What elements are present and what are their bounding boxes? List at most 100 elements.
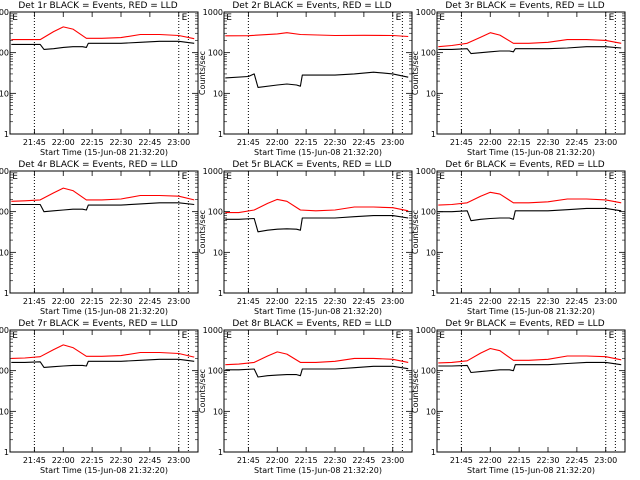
y-tick-label: 1000 (416, 8, 436, 17)
panel-title: Det 7r BLACK = Events, RED = LLD (18, 319, 177, 329)
event-marker-label: E (12, 172, 18, 182)
y-tick-label: 1 (4, 448, 9, 457)
x-tick-label: 22:45 (138, 456, 161, 465)
x-tick-label: 23:00 (381, 297, 404, 306)
x-axis-label: Start Time (15-Jun-08 21:32:20) (254, 466, 382, 475)
lld-series-line (438, 191, 622, 206)
y-tick-label: 1 (431, 130, 436, 139)
y-axis-label: Counts/sec (198, 210, 207, 254)
y-tick-label: 1000 (0, 326, 9, 335)
event-marker-label: E (609, 13, 615, 23)
y-tick-label: 10 (0, 89, 9, 98)
y-tick-label: 10 (0, 248, 9, 257)
plot-frame (436, 11, 626, 135)
event-marker-label: E (439, 172, 445, 182)
x-tick-label: 21:45 (23, 138, 46, 147)
y-tick-label: 1000 (416, 326, 436, 335)
panel-title: Det 9r BLACK = Events, RED = LLD (445, 319, 604, 329)
panel-title: Det 1r BLACK = Events, RED = LLD (18, 1, 177, 11)
event-marker-label: E (396, 331, 402, 341)
x-axis-label: Start Time (15-Jun-08 21:32:20) (40, 307, 168, 316)
x-tick-label: 22:15 (508, 297, 531, 306)
x-tick-label: 23:00 (167, 138, 190, 147)
x-tick-label: 22:00 (52, 456, 75, 465)
x-tick-label: 22:45 (565, 138, 588, 147)
lld-series-line (225, 198, 409, 214)
x-tick-label: 22:45 (352, 297, 375, 306)
x-tick-label: 22:00 (266, 138, 289, 147)
plot-frame (9, 329, 199, 453)
x-tick-label: 22:30 (536, 297, 559, 306)
x-tick-label: 23:00 (167, 456, 190, 465)
x-axis-label: Start Time (15-Jun-08 21:32:20) (467, 466, 595, 475)
y-tick-label: 1000 (0, 167, 9, 176)
x-tick-label: 21:45 (450, 138, 473, 147)
event-marker-label: E (12, 13, 18, 23)
x-tick-label: 22:00 (479, 297, 502, 306)
y-tick-label: 100 (0, 49, 9, 58)
y-tick-label: 100 (208, 367, 223, 376)
plot-frame (9, 170, 199, 294)
lld-series-line (438, 347, 622, 364)
x-tick-label: 22:45 (352, 456, 375, 465)
events-series-line (225, 215, 409, 233)
plot-frame (436, 170, 626, 294)
x-tick-label: 22:30 (109, 456, 132, 465)
plot-frame (9, 11, 199, 135)
x-tick-label: 22:15 (81, 138, 104, 147)
x-tick-label: 22:45 (138, 297, 161, 306)
event-marker-label: E (609, 172, 615, 182)
y-tick-label: 100 (421, 208, 436, 217)
x-tick-label: 23:00 (594, 456, 617, 465)
event-marker-label: E (396, 13, 402, 23)
panel-2: Det 2r BLACK = Events, RED = LLD 1 10 100 10… (198, 1, 413, 157)
y-tick-label: 100 (208, 208, 223, 217)
x-tick-label: 23:00 (167, 297, 190, 306)
x-tick-label: 22:15 (81, 297, 104, 306)
x-tick-label: 22:30 (109, 297, 132, 306)
y-tick-label: 1 (431, 289, 436, 298)
y-tick-label: 1000 (203, 326, 223, 335)
x-tick-label: 23:00 (381, 138, 404, 147)
lld-series-line (225, 32, 409, 38)
event-marker-label: E (439, 13, 445, 23)
panel-title: Det 2r BLACK = Events, RED = LLD (232, 1, 391, 11)
panel-3: Det 3r BLACK = Events, RED = LLD 1 10 100 10… (411, 1, 626, 157)
event-marker-label: E (12, 331, 18, 341)
panel-7: Det 7r BLACK = Events, RED = LLD 1 10 100 10… (0, 319, 199, 475)
event-marker-label: E (226, 172, 232, 182)
y-axis-label: Counts/sec (411, 369, 420, 413)
event-marker-label: E (439, 331, 445, 341)
lld-series-line (438, 32, 622, 48)
x-tick-label: 22:45 (138, 138, 161, 147)
x-tick-label: 22:15 (295, 138, 318, 147)
x-axis-label: Start Time (15-Jun-08 21:32:20) (40, 466, 168, 475)
panel-4: Det 4r BLACK = Events, RED = LLD 1 10 100 10… (0, 160, 199, 316)
x-tick-label: 22:00 (266, 297, 289, 306)
x-axis-label: Start Time (15-Jun-08 21:32:20) (254, 307, 382, 316)
events-series-line (225, 365, 409, 378)
y-tick-label: 100 (421, 49, 436, 58)
y-tick-label: 1000 (416, 167, 436, 176)
panel-title: Det 5r BLACK = Events, RED = LLD (232, 160, 391, 170)
y-tick-label: 10 (213, 89, 223, 98)
y-tick-label: 1 (431, 448, 436, 457)
x-axis-label: Start Time (15-Jun-08 21:32:20) (40, 148, 168, 157)
x-tick-label: 21:45 (23, 297, 46, 306)
events-series-line (11, 202, 195, 213)
y-tick-label: 10 (213, 407, 223, 416)
y-tick-label: 10 (0, 407, 9, 416)
x-tick-label: 22:30 (323, 297, 346, 306)
panel-9: Det 9r BLACK = Events, RED = LLD 1 10 100 10… (411, 319, 626, 475)
x-tick-label: 22:45 (565, 297, 588, 306)
x-tick-label: 22:45 (352, 138, 375, 147)
plot-frame (223, 329, 413, 453)
x-tick-label: 22:30 (323, 456, 346, 465)
y-axis-label: Counts/sec (198, 369, 207, 413)
panel-1: Det 1r BLACK = Events, RED = LLD 1 10 100 10… (0, 1, 199, 157)
x-tick-label: 22:15 (508, 138, 531, 147)
x-tick-label: 22:30 (536, 456, 559, 465)
x-axis-label: Start Time (15-Jun-08 21:32:20) (467, 148, 595, 157)
events-series-line (11, 40, 195, 50)
